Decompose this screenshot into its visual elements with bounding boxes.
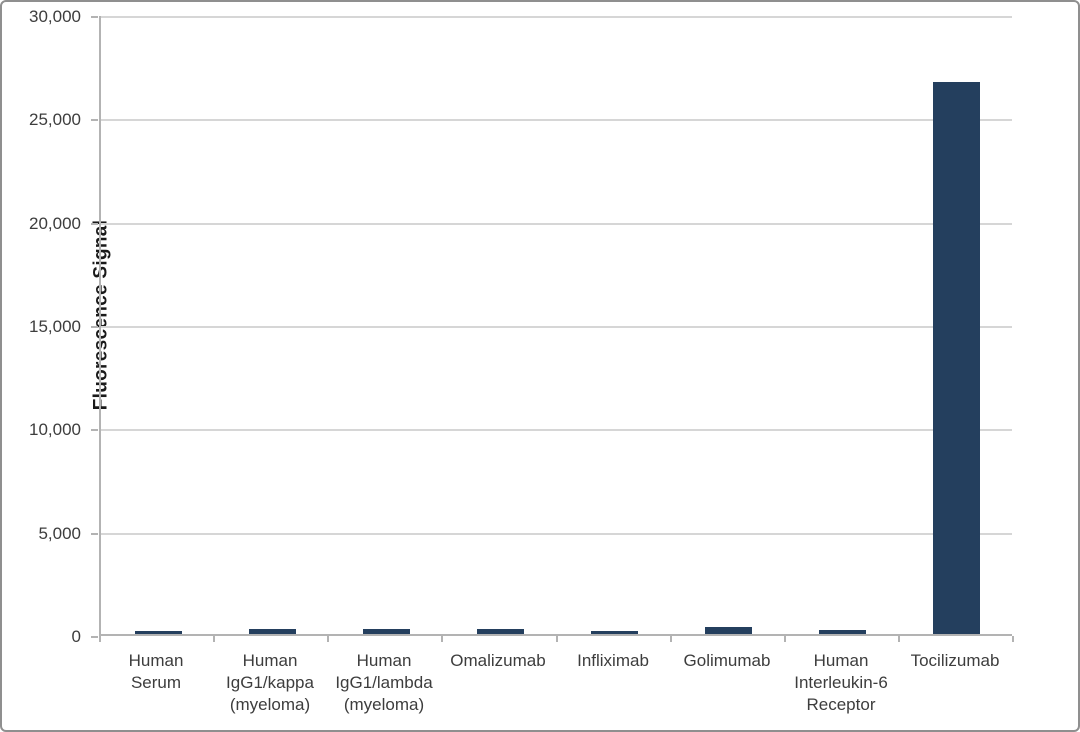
gridline (101, 326, 1012, 328)
gridline (101, 532, 1012, 535)
x-axis-tick-mark (898, 636, 900, 642)
gridline (101, 119, 1012, 122)
x-axis-tick-mark (441, 636, 443, 642)
y-tick-label: 25,000 (29, 110, 81, 130)
x-axis-tick-mark (784, 636, 786, 642)
bar-5 (591, 631, 638, 634)
bar-6 (705, 627, 752, 634)
y-axis-tick-mark (91, 16, 98, 18)
x-axis-tick-mark (1012, 636, 1014, 642)
y-tick-label: 10,000 (29, 420, 81, 440)
bar-1 (135, 631, 182, 634)
x-category-label: Omalizumab (450, 651, 546, 670)
gridline (101, 429, 1012, 432)
bar-3 (363, 629, 410, 634)
plot-area (99, 16, 1012, 636)
x-category-label: Golimumab (683, 651, 771, 670)
x-category-label: Human IgG1/kappa (myeloma) (226, 651, 314, 715)
bar-7 (819, 630, 866, 634)
y-axis-tick-mark (91, 636, 98, 638)
x-category-label: Human Serum (128, 651, 184, 693)
x-axis-tick-mark (670, 636, 672, 642)
y-tick-label: 15,000 (29, 317, 81, 336)
bar-2 (249, 629, 296, 634)
y-tick-label: 30,000 (29, 7, 81, 26)
x-axis-tick-mark (99, 636, 101, 642)
x-axis-tick-mark (327, 636, 329, 642)
y-axis-tick-mark (91, 326, 98, 328)
x-category-label: Human Interleukin-6 Receptor (794, 651, 888, 715)
x-axis-tick-mark (213, 636, 215, 642)
bar-8 (933, 82, 980, 634)
y-axis-tick-mark (91, 532, 98, 535)
y-tick-label: 20,000 (29, 213, 81, 233)
x-category-label: Infliximab (577, 651, 649, 670)
x-category-label: Human IgG1/lambda (myeloma) (335, 651, 433, 715)
y-axis-tick-mark (91, 429, 98, 432)
y-axis-tick-mark (91, 119, 98, 122)
gridline (101, 222, 1012, 225)
y-tick-label: 0 (71, 627, 81, 646)
bar-4 (477, 629, 524, 634)
y-axis-tick-mark (91, 222, 98, 225)
x-axis-tick-mark (556, 636, 558, 642)
y-tick-label: 5,000 (38, 523, 81, 543)
gridline (101, 16, 1012, 18)
x-category-label: Tocilizumab (910, 651, 1000, 670)
